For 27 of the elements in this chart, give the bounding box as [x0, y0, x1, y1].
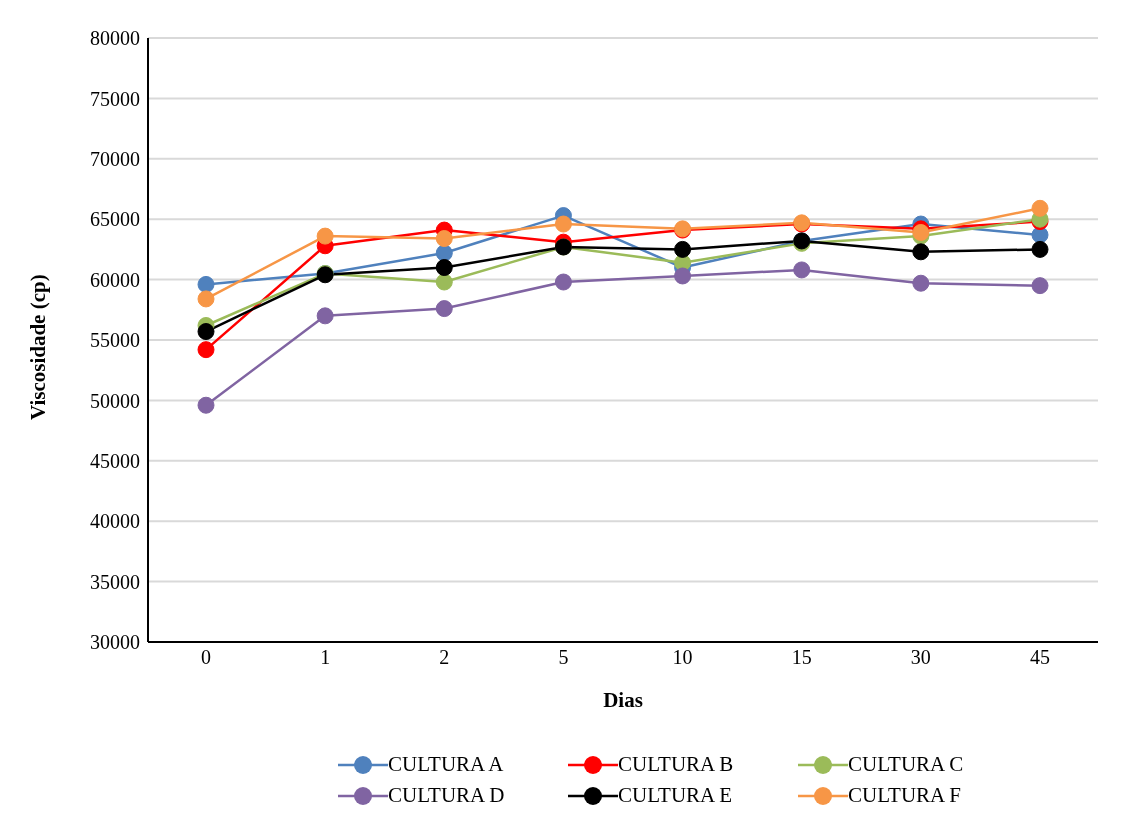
x-tick-label: 1	[320, 646, 331, 669]
x-tick-label: 45	[1030, 646, 1050, 669]
y-tick-label: 80000	[90, 27, 140, 50]
y-tick-label: 65000	[90, 208, 140, 231]
x-axis-title: Dias	[603, 688, 643, 712]
x-tick-label: 5	[558, 646, 569, 669]
x-tick-label: 30	[910, 646, 931, 669]
legend-label: CULTURA A	[388, 752, 504, 777]
y-tick-label: 30000	[90, 631, 140, 654]
y-axis-title: Viscosidade (cp)	[26, 274, 51, 420]
x-tick-label: 2	[439, 646, 450, 669]
y-tick-label: 40000	[90, 510, 140, 533]
y-tick-label: 55000	[90, 329, 140, 352]
y-tick-label: 75000	[90, 87, 140, 110]
x-tick-label: 10	[672, 646, 693, 669]
y-tick-label: 60000	[90, 268, 140, 291]
y-tick-label: 50000	[90, 389, 140, 412]
x-tick-label: 0	[201, 646, 211, 669]
y-tick-label: 70000	[90, 147, 140, 170]
legend-label: CULTURA C	[848, 752, 964, 777]
x-tick-label: 15	[791, 646, 812, 669]
y-tick-label: 45000	[90, 449, 140, 472]
legend-label: CULTURA B	[618, 752, 734, 777]
legend-label: CULTURA D	[388, 783, 505, 808]
legend-label: CULTURA E	[618, 783, 733, 808]
legend-label: CULTURA F	[848, 783, 962, 808]
y-tick-label: 35000	[90, 570, 140, 593]
